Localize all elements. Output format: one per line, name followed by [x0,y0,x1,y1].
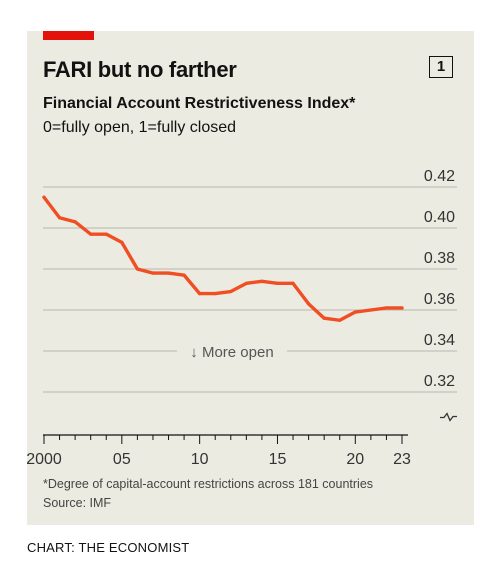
footnote: *Degree of capital-account restrictions … [43,477,374,491]
x-tick-label: 05 [113,451,131,468]
x-tick-label: 20 [346,451,364,468]
data-point [89,232,93,236]
data-point [275,281,280,285]
data-point [104,232,108,236]
x-tick-label: 15 [269,451,287,468]
chart-number-badge: 1 [429,56,453,78]
line-chart: 0.420.400.380.360.340.32 ↓ More open 200… [26,168,457,468]
data-point [151,271,155,275]
y-tick-label: 0.34 [424,332,455,349]
y-tick-labels: 0.42 0.40 0.38 0.36 0.34 0.32 [424,168,455,390]
scale-description: 0=fully open, 1=fully closed [43,119,237,136]
series-line-fari [42,195,404,322]
data-point [229,289,233,294]
data-point [73,220,77,224]
source-note: Source: IMF [43,496,112,510]
series-group [42,195,404,322]
chart-title: FARI but no farther [43,57,237,82]
axis-break-icon [440,412,457,422]
annotation-background [177,341,287,361]
data-point [42,195,46,199]
x-tick-label: 10 [191,451,209,468]
data-point [384,306,389,310]
y-tick-label: 0.40 [424,209,455,226]
data-point [57,216,62,220]
data-point [166,271,171,275]
y-tick-label: 0.38 [424,250,455,267]
data-point [307,302,311,306]
data-point [400,306,404,310]
data-point [182,273,186,277]
data-point [198,292,202,296]
gridlines [43,186,457,393]
y-tick-label: 0.42 [424,168,455,185]
data-point [244,281,248,285]
y-tick-label: 0.32 [424,373,455,390]
brand-red-bar [43,31,94,40]
annotation-group: ↓ More open [177,341,287,361]
y-tick-label: 0.36 [424,291,455,308]
chart-subtitle: Financial Account Restrictiveness Index* [43,95,356,112]
chart-credit: CHART: THE ECONOMIST [27,540,190,555]
x-axis: 2000 05 10 15 20 23 [26,412,457,468]
data-point [291,281,295,285]
data-point [353,310,357,314]
data-point [338,318,342,322]
data-point [260,279,264,283]
chart-panel: FARI but no farther 1 Financial Account … [26,31,474,525]
data-point [369,308,373,312]
x-tick-label: 23 [393,451,411,468]
annotation-more-open: ↓ More open [190,344,273,361]
x-tick-label: 2000 [26,451,62,468]
data-point [135,267,139,271]
data-point [213,292,217,296]
data-point [120,240,124,244]
data-point [322,316,326,320]
